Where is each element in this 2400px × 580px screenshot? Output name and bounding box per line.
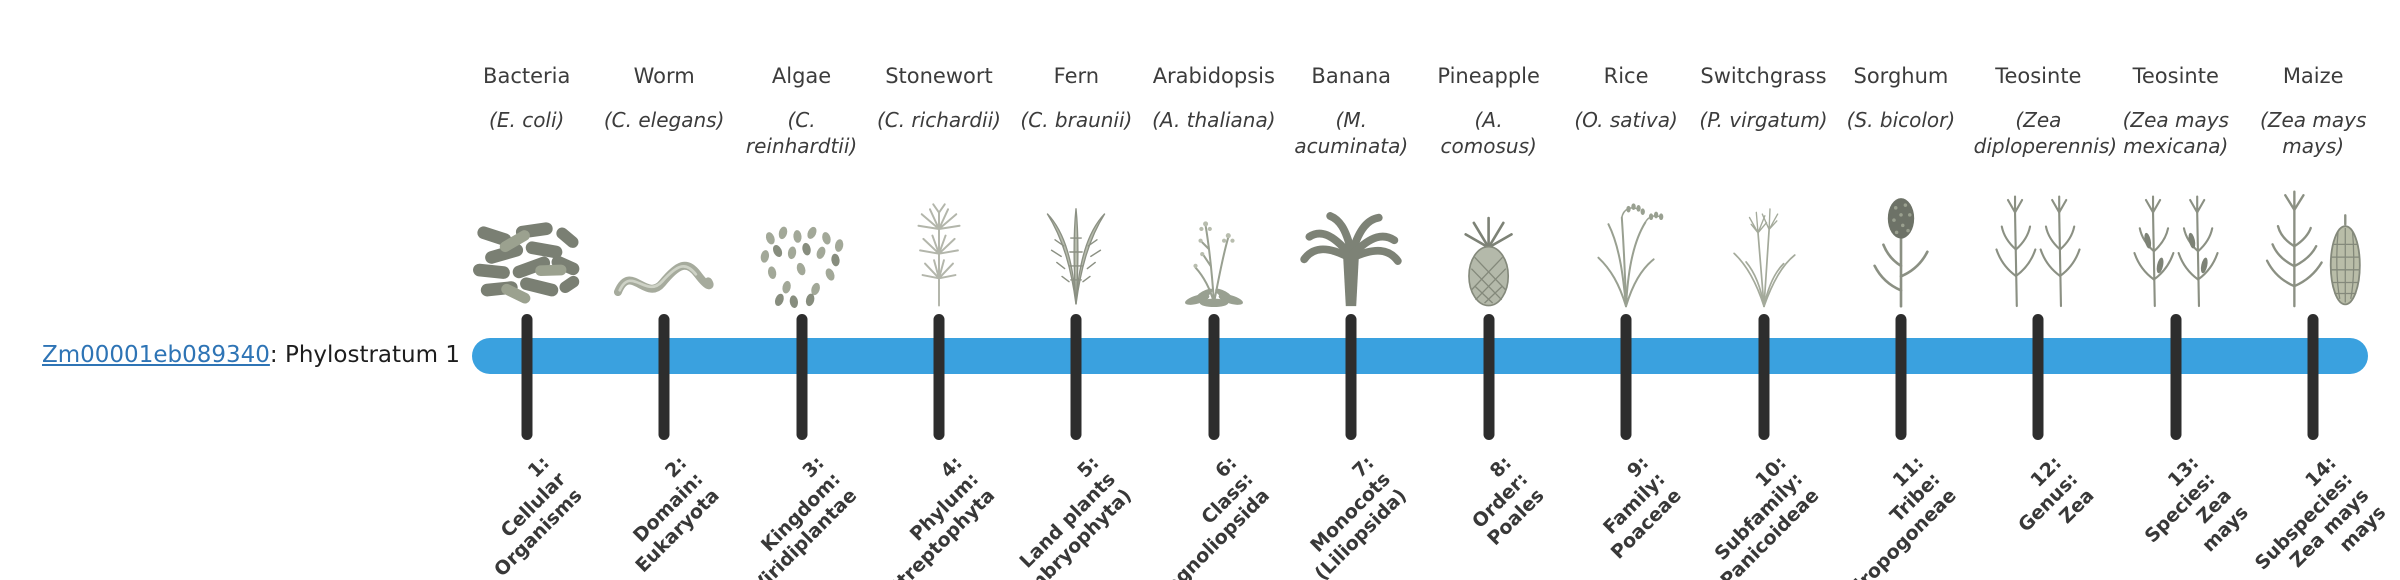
- organism-name: Maize: [2282, 64, 2344, 88]
- column-banana: Banana (M. acuminata) 7: Monocots (Lil: [1283, 0, 1420, 580]
- column-teosinte-mexicana: Teosinte (Zea mays mexicana): [2107, 0, 2253, 580]
- phylostratum-tick: [796, 314, 808, 440]
- organism-species: (A. comosus): [1440, 108, 1537, 158]
- organism-species: (C. reinhardtii): [745, 108, 858, 158]
- bacteria-icon: [458, 170, 595, 308]
- stage-label: 3: Kingdom: Viridiplantae: [748, 452, 862, 580]
- organism-name: Pineapple: [1437, 64, 1540, 88]
- organism-species: (E. coli): [489, 108, 565, 132]
- organism-species: (A. thaliana): [1152, 108, 1276, 132]
- stage-label: 7: Monocots (Liliopsida): [1306, 452, 1412, 580]
- gene-label: Zm00001eb089340: Phylostratum 1: [42, 342, 460, 368]
- phylostratum-tick: [2307, 314, 2319, 440]
- teosinte-mexicana-icon: [2107, 170, 2244, 308]
- organism-name: Teosinte: [1995, 64, 2082, 88]
- column-switchgrass: Switchgrass (P. virgatum): [1695, 0, 1832, 580]
- stage-label: 13: Species: Zea mays: [2140, 452, 2253, 557]
- stage-label: 2: Domain: Eukaryota: [629, 452, 725, 578]
- phylostratum-tick: [1345, 314, 1357, 440]
- organism-species: (C. elegans): [603, 108, 725, 132]
- column-arabidopsis: Arabidopsis (A. thaliana): [1145, 0, 1282, 580]
- phylostratum-tick: [658, 314, 670, 440]
- stonewort-icon: [870, 170, 1007, 308]
- organism-species: (C. braunii): [1020, 108, 1133, 132]
- phylostratum-tick: [933, 314, 945, 440]
- maize-icon: [2244, 170, 2381, 308]
- column-pineapple: Pineapple (A. comosus): [1420, 0, 1557, 580]
- organism-name: Fern: [1053, 64, 1100, 88]
- organism-name: Sorghum: [1853, 64, 1949, 88]
- phylostratum-tick: [1895, 314, 1907, 440]
- column-fern: Fern (C. braunii) 5: Land p: [1008, 0, 1145, 580]
- organism-species: (P. virgatum): [1699, 108, 1828, 132]
- organism-species: (Zea mays mexicana): [2122, 108, 2229, 158]
- column-maize: Maize (Zea mays mays): [2244, 0, 2390, 580]
- column-teosinte-diploperennis: Teosinte (Zea diploperennis): [1970, 0, 2118, 580]
- phylostratum-tick: [1070, 314, 1082, 440]
- column-algae: Algae (C. reinhardtii): [733, 0, 870, 580]
- timeline-columns: Bacteria (E. coli): [458, 0, 2390, 580]
- sorghum-icon: [1832, 170, 1969, 308]
- column-bacteria: Bacteria (E. coli): [458, 0, 595, 580]
- stage-label: 14: Subspecies: Zea mays mays: [2250, 452, 2390, 575]
- fern-icon: [1008, 170, 1145, 308]
- organism-name: Stonewort: [885, 64, 993, 88]
- organism-name: Teosinte: [2132, 64, 2219, 88]
- banana-icon: [1283, 170, 1420, 308]
- stage-label: 8: Order: Poales: [1468, 452, 1549, 551]
- phylostratum-tick: [1620, 314, 1632, 440]
- phylostratum-tick: [2170, 314, 2182, 440]
- pineapple-icon: [1420, 170, 1557, 308]
- column-worm: Worm (C. elegans) 2: Domain: Eukaryota: [595, 0, 732, 580]
- organism-species: (O. sativa): [1574, 108, 1678, 132]
- organism-species: (Zea diploperennis): [1973, 108, 2118, 158]
- phylostratum-text: : Phylostratum 1: [269, 342, 460, 368]
- organism-species: (Zea mays mays): [2259, 108, 2367, 158]
- rice-icon: [1557, 170, 1694, 308]
- organism-species: (C. richardii): [876, 108, 1001, 132]
- column-rice: Rice (O. sativa): [1557, 0, 1694, 580]
- phylostratum-bar: [472, 338, 2368, 374]
- phylostratum-tick: [2032, 314, 2044, 440]
- algae-icon: [733, 170, 870, 308]
- gene-link[interactable]: Zm00001eb089340: [42, 342, 270, 368]
- organism-name: Banana: [1311, 64, 1392, 88]
- organism-name: Rice: [1603, 64, 1649, 88]
- column-stonewort: Stonewort (C. richardii) 4: Phylum: Stre…: [870, 0, 1007, 580]
- organism-species: (S. bicolor): [1846, 108, 1956, 132]
- organism-name: Worm: [633, 64, 695, 88]
- stage-label: 1: Cellular Organisms: [490, 452, 588, 580]
- stage-label: 9: Family: Poaceae: [1599, 452, 1687, 564]
- switchgrass-icon: [1695, 170, 1832, 308]
- arabidopsis-icon: [1145, 170, 1282, 308]
- organism-name: Bacteria: [483, 64, 571, 88]
- teosinte-diploperennis-icon: [1970, 170, 2107, 308]
- phylostratum-tick: [1758, 314, 1769, 440]
- phylostratum-tick: [1208, 314, 1220, 440]
- organism-name: Switchgrass: [1700, 64, 1827, 88]
- phylostratum-tick: [521, 314, 533, 440]
- column-sorghum: Sorghum (S. bicolor): [1826, 0, 1969, 580]
- phylostratum-tick: [1483, 314, 1495, 440]
- organism-species: (M. acuminata): [1294, 108, 1409, 158]
- stage-label: 12: Genus: Zea: [2014, 452, 2099, 537]
- organism-name: Algae: [771, 64, 832, 88]
- organism-name: Arabidopsis: [1152, 64, 1275, 88]
- worm-icon: [595, 170, 732, 308]
